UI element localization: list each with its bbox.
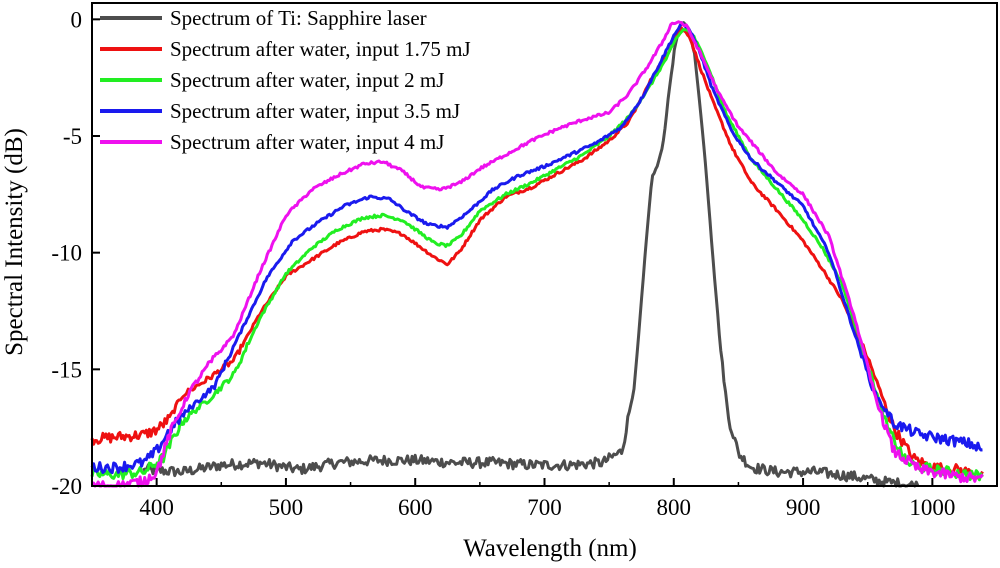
legend-label-1: Spectrum of Ti: Sapphire laser [170, 6, 427, 30]
series-line-1 [142, 21, 920, 488]
series-line-3 [90, 28, 984, 482]
series-line-5 [91, 20, 984, 488]
x-axis-label: Wavelength (nm) [463, 535, 637, 562]
y-tick-label: -15 [51, 357, 82, 382]
y-axis-label: Spectral Intensity (dB) [1, 128, 28, 356]
series-line-4 [90, 21, 983, 475]
y-tick-label: 0 [71, 7, 83, 32]
x-axis-ticks: 400 500 600 700 800 900 1000 [91, 478, 998, 520]
y-tick-label: -5 [63, 124, 82, 149]
x-tick-label: 1000 [909, 495, 955, 520]
x-tick-label: 600 [398, 495, 433, 520]
series-layer [90, 20, 984, 488]
y-tick-label: -20 [51, 474, 82, 499]
x-tick-label: 900 [786, 495, 821, 520]
x-tick-label: 800 [657, 495, 692, 520]
y-axis-ticks: -20 -15 -10 -5 0 [51, 7, 100, 499]
x-tick-label: 400 [139, 495, 174, 520]
legend-label-2: Spectrum after water, input 1.75 mJ [170, 37, 471, 61]
legend-label-4: Spectrum after water, input 3.5 mJ [170, 99, 460, 123]
legend-label-3: Spectrum after water, input 2 mJ [170, 68, 444, 92]
legend: Spectrum of Ti: Sapphire laser Spectrum a… [100, 6, 471, 154]
series-line-2 [90, 26, 984, 480]
legend-label-5: Spectrum after water, input 4 mJ [170, 130, 444, 154]
x-tick-label: 700 [527, 495, 562, 520]
x-tick-label: 500 [269, 495, 304, 520]
y-tick-label: -10 [51, 241, 82, 266]
